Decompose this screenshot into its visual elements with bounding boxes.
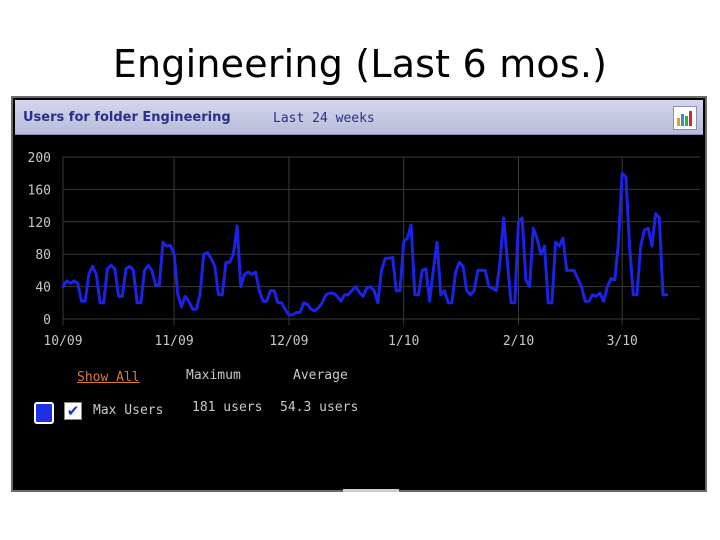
series-line-max-users xyxy=(61,171,669,317)
horizontal-scrollbar[interactable] xyxy=(343,489,399,492)
average-column-header: Average xyxy=(293,368,348,383)
x-tick-label: 1/10 xyxy=(388,334,419,349)
maximum-column-header: Maximum xyxy=(186,368,241,383)
y-tick-label: 120 xyxy=(28,216,51,231)
widget-header: Users for folder Engineering Last 24 wee… xyxy=(15,100,703,135)
y-tick-label: 0 xyxy=(43,313,51,328)
users-chart-widget: Users for folder Engineering Last 24 wee… xyxy=(11,96,707,492)
checkmark-icon: ✔ xyxy=(66,402,80,420)
x-tick-label: 10/09 xyxy=(43,334,82,349)
series-name: Max Users xyxy=(93,403,164,418)
series-visibility-checkbox[interactable]: ✔ xyxy=(64,402,82,420)
series-average-value: 54.3 users xyxy=(280,400,359,415)
series-color-swatch[interactable] xyxy=(34,402,54,424)
y-tick-label: 40 xyxy=(35,281,51,296)
x-tick-label: 12/09 xyxy=(269,334,308,349)
x-tick-label: 2/10 xyxy=(503,334,534,349)
x-tick-label: 11/09 xyxy=(155,334,194,349)
widget-title: Users for folder Engineering xyxy=(23,110,231,125)
slide-title: Engineering (Last 6 mos.) xyxy=(112,42,608,86)
x-tick-label: 3/10 xyxy=(607,334,638,349)
show-all-link[interactable]: Show All xyxy=(77,370,140,385)
time-range-label: Last 24 weeks xyxy=(273,111,375,126)
bar-chart-icon xyxy=(677,111,692,126)
series-maximum-value: 181 users xyxy=(192,400,263,415)
y-tick-label: 80 xyxy=(35,248,51,263)
line-plot: 0 40 80 120 160 200 10/09 11/09 12/09 1/10 2/10 3/1… xyxy=(28,151,700,349)
chart-type-button[interactable] xyxy=(673,106,697,130)
y-tick-label: 160 xyxy=(28,183,51,198)
y-tick-label: 200 xyxy=(28,151,51,166)
